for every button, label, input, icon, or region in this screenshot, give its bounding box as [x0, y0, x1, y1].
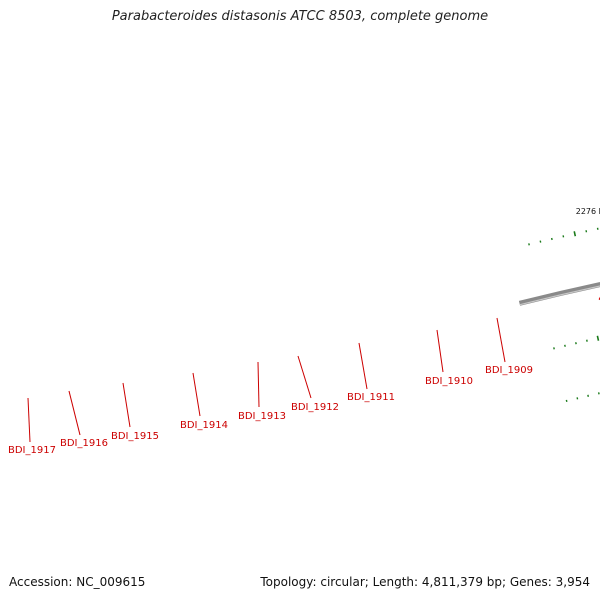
- leader-line: [297, 355, 312, 399]
- middle-scale-tick: [596, 335, 600, 341]
- gene-label: BDI_1911: [347, 392, 395, 403]
- leader-line: [122, 382, 131, 428]
- leader-line: [68, 390, 81, 436]
- backbone-arc: [518, 282, 600, 306]
- leader-line: [358, 342, 368, 390]
- gene-leader-lines: [27, 317, 506, 443]
- accession-text: Accession: NC_009615: [9, 575, 146, 589]
- genome-backbone: [518, 282, 600, 306]
- gene-label: BDI_1916: [60, 438, 108, 449]
- leader-line: [192, 372, 201, 417]
- map-title: Parabacteroides distasonis ATCC 8503, co…: [111, 9, 489, 24]
- gene-label: BDI_1914: [180, 420, 228, 431]
- topology-summary-text: Topology: circular; Length: 4,811,379 bp…: [260, 575, 590, 589]
- gene-label: BDI_1912: [291, 402, 339, 413]
- scale-ticks: [528, 227, 600, 403]
- leader-line: [496, 317, 506, 363]
- gene-label: BDI_1910: [425, 376, 473, 387]
- scale-labels: 2276 kbp2275 kbp2274 kbp2273 kbp2272 kbp…: [576, 207, 600, 216]
- gene-label: BDI_1913: [238, 411, 286, 422]
- leader-line: [257, 361, 260, 408]
- leader-line: [436, 329, 444, 373]
- outer-scale-tick: [573, 231, 577, 237]
- scale-label: 2276 kbp: [576, 207, 600, 216]
- gene-label: BDI_1909: [485, 365, 533, 376]
- leader-line: [27, 397, 31, 443]
- gene-label: BDI_1917: [8, 445, 56, 456]
- gene-label: BDI_1915: [111, 431, 159, 442]
